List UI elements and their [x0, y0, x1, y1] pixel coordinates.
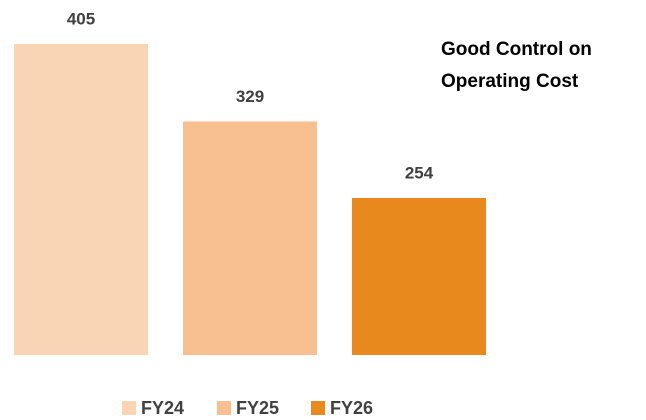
legend-label: FY24	[141, 398, 184, 418]
bar	[183, 121, 317, 355]
data-label: 405	[67, 9, 95, 28]
data-label: 254	[405, 163, 434, 182]
bar	[352, 197, 486, 355]
data-label: 329	[236, 87, 264, 106]
legend-swatch	[122, 401, 136, 415]
bar	[14, 44, 148, 355]
legend-label: FY26	[330, 398, 373, 418]
chart-title: Good Control on Operating Cost	[441, 39, 592, 92]
legend-swatch	[217, 401, 231, 415]
legend-swatch	[311, 401, 325, 415]
legend-label: FY25	[236, 398, 279, 418]
